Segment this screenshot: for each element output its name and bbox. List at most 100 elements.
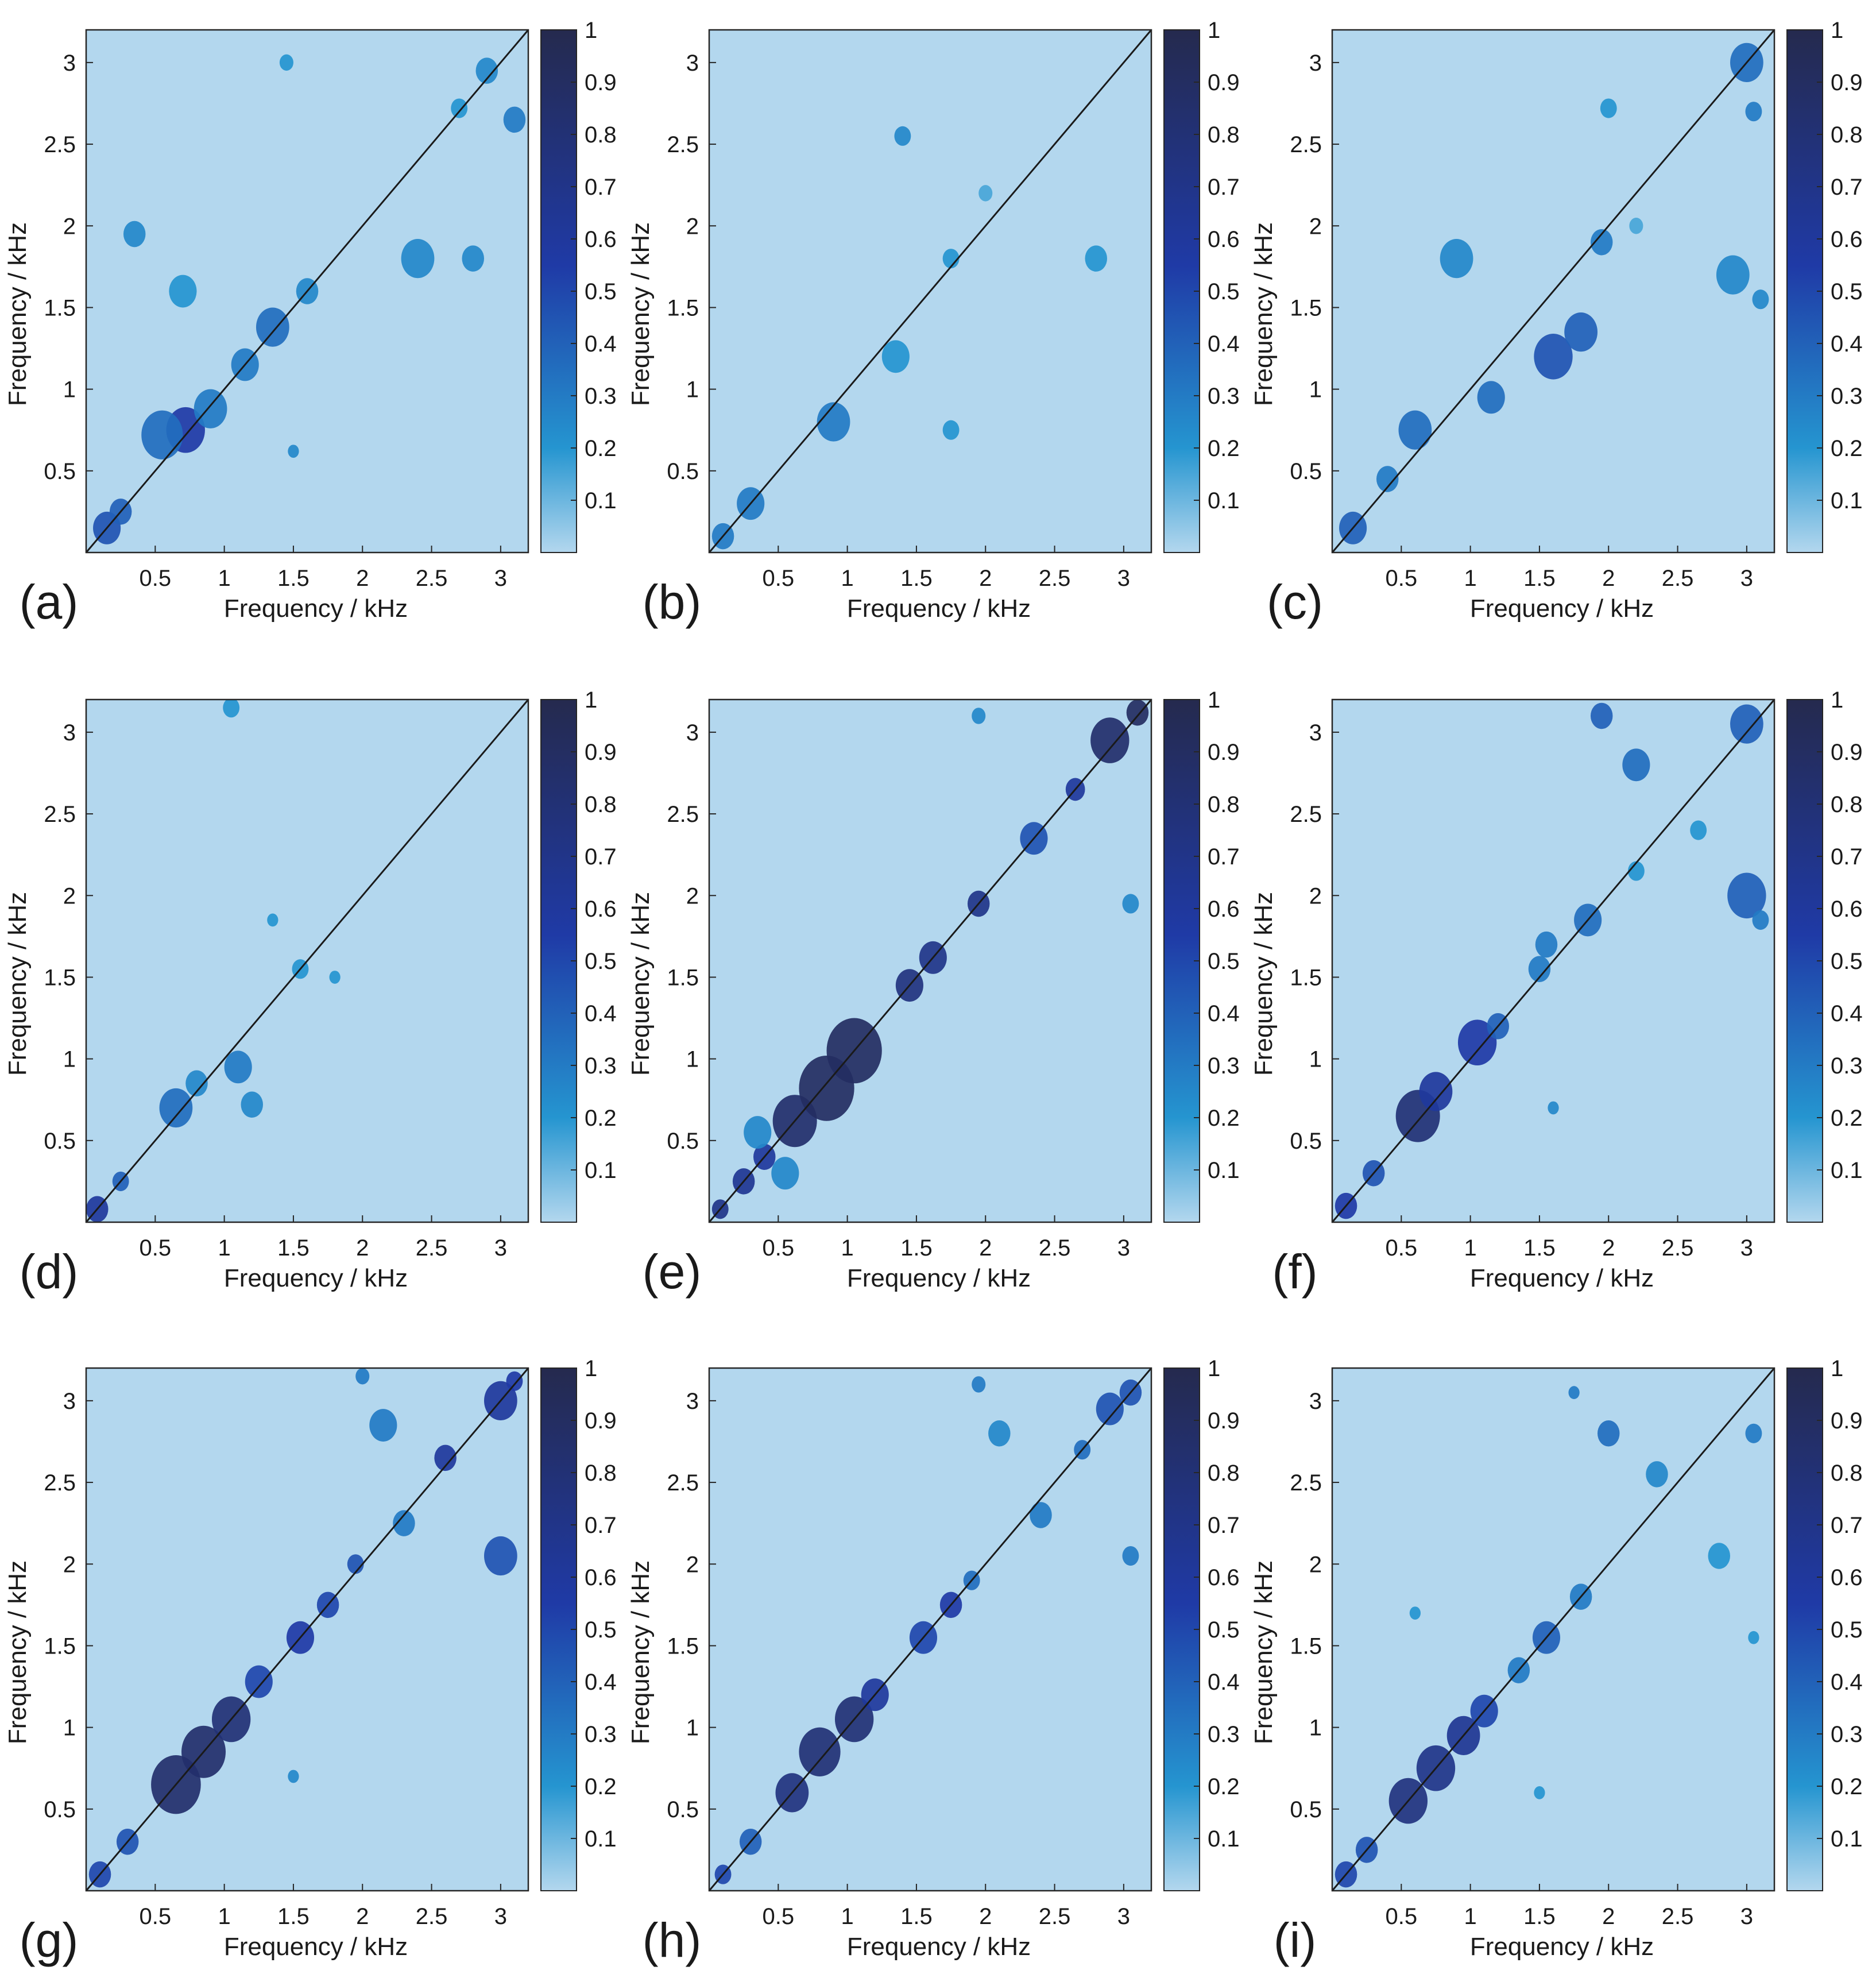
x-tick-label: 1	[841, 1235, 854, 1261]
coherence-blob	[799, 1727, 841, 1776]
colorbar-tick-label: 0.5	[1831, 949, 1863, 974]
colorbar-tick-label: 0.3	[1208, 384, 1240, 409]
y-axis-label: Frequency / kHz	[3, 222, 32, 406]
y-tick-label: 3	[686, 1389, 699, 1414]
y-tick-label: 3	[63, 720, 76, 745]
x-axis-label: Frequency / kHz	[224, 1933, 408, 1961]
coherence-blob	[256, 307, 289, 347]
y-tick-label: 1	[63, 1047, 76, 1072]
x-tick-label: 3	[494, 566, 507, 591]
heatmap-panel: 0.5 0.5 1 1 1.5 1.5 2 2 2.5 2.5 3 3 Frequency / kHz F…	[1250, 18, 1863, 629]
colorbar-tick-label: 0.9	[585, 70, 617, 95]
coherence-blob	[245, 1665, 273, 1698]
coherence-blob	[1457, 1019, 1497, 1065]
y-axis-label: Frequency / kHz	[626, 892, 655, 1076]
colorbar-tick-label: 0.4	[585, 331, 617, 357]
coherence-blob	[288, 1770, 299, 1783]
colorbar-tick-label: 0.3	[1831, 1053, 1863, 1079]
y-axis-label: Frequency / kHz	[626, 222, 655, 406]
diagonal-line	[1331, 699, 1776, 1223]
x-tick-label: 1	[218, 566, 231, 591]
diagonal-line	[708, 1367, 1152, 1891]
y-tick-label: 2.5	[667, 132, 699, 157]
colorbar-tick-label: 0.3	[585, 1053, 617, 1079]
coherence-blob	[978, 185, 993, 202]
colorbar-tick-label: 0.5	[1831, 279, 1863, 304]
colorbar-tick-label: 0.3	[1208, 1053, 1240, 1079]
x-tick-label: 1.5	[277, 1235, 310, 1261]
coherence-blob	[241, 1091, 263, 1118]
x-tick-label: 3	[1117, 1904, 1130, 1929]
y-tick-label: 1.5	[1290, 965, 1322, 990]
coherence-blob	[1590, 702, 1613, 729]
colorbar-tick-label: 1	[585, 687, 597, 713]
coherence-blob	[159, 1088, 193, 1128]
coherence-blob	[1409, 1606, 1421, 1620]
colorbar-tick-label: 0.2	[1208, 436, 1240, 461]
x-tick-label: 2.5	[1662, 566, 1694, 591]
heatmap-panel-grid: 0.5 0.5 1 1 1.5 1.5 2 2 2.5 2.5 3 3 Frequency / kHz F…	[3, 18, 1863, 1967]
y-tick-label: 1	[686, 1047, 699, 1072]
colorbar-tick-label: 0.2	[1831, 1106, 1863, 1131]
y-tick-label: 2	[1309, 214, 1322, 239]
diagonal-line	[85, 29, 529, 553]
y-tick-label: 0.5	[44, 1797, 76, 1822]
coherence-blob	[988, 1420, 1011, 1447]
x-tick-label: 0.5	[763, 1904, 795, 1929]
x-tick-label: 2	[1602, 1235, 1615, 1261]
colorbar	[1786, 699, 1823, 1223]
y-tick-label: 2.5	[44, 132, 76, 157]
x-tick-label: 2	[979, 1235, 992, 1261]
coherence-blob	[972, 708, 986, 724]
coherence-blob	[894, 126, 911, 146]
colorbar-tick-label: 0.7	[585, 175, 617, 200]
colorbar-tick-label: 0.4	[1208, 331, 1240, 357]
coherence-blob	[185, 1070, 208, 1097]
heatmap-panel: 0.5 0.5 1 1 1.5 1.5 2 2 2.5 2.5 3 3 Frequency / kHz F…	[1250, 1356, 1863, 1967]
x-tick-label: 3	[1740, 566, 1753, 591]
heatmap-panel: 0.5 0.5 1 1 1.5 1.5 2 2 2.5 2.5 3 3 Frequency / kHz F…	[626, 687, 1240, 1299]
x-tick-label: 2	[356, 566, 369, 591]
x-axis-label: Frequency / kHz	[1470, 1264, 1654, 1292]
coherence-blob	[1122, 1546, 1139, 1566]
y-tick-label: 2.5	[667, 802, 699, 827]
coherence-blob	[1752, 289, 1769, 310]
x-tick-label: 0.5	[140, 566, 172, 591]
colorbar-tick-label: 1	[1831, 687, 1843, 713]
coherence-blob	[1622, 748, 1650, 782]
diagonal-line	[708, 699, 1152, 1223]
x-axis-label: Frequency / kHz	[224, 594, 408, 623]
x-tick-label: 1.5	[900, 1235, 933, 1261]
x-tick-label: 0.5	[763, 1235, 795, 1261]
colorbar-tick-label: 0.9	[1208, 1408, 1240, 1434]
colorbar-tick-label: 0.9	[1208, 70, 1240, 95]
colorbar-tick-label: 0.6	[1831, 897, 1863, 922]
colorbar-tick-label: 0.7	[585, 1513, 617, 1538]
y-axis-label: Frequency / kHz	[3, 892, 32, 1076]
colorbar-tick-label: 0.7	[1831, 844, 1863, 870]
colorbar-tick-label: 0.1	[585, 1826, 617, 1852]
x-tick-label: 1	[841, 1904, 854, 1929]
colorbar-tick-label: 0.9	[585, 740, 617, 765]
coherence-blob	[1528, 956, 1551, 982]
y-tick-label: 3	[1309, 1389, 1322, 1414]
coherence-blob	[1597, 1420, 1620, 1447]
x-tick-label: 1.5	[1523, 566, 1556, 591]
x-tick-label: 2.5	[1662, 1235, 1694, 1261]
colorbar-tick-label: 0.3	[1831, 384, 1863, 409]
colorbar-tick-label: 0.1	[1208, 1158, 1240, 1183]
x-tick-label: 2	[356, 1235, 369, 1261]
y-tick-label: 0.5	[1290, 1129, 1322, 1154]
colorbar-tick-label: 0.9	[585, 1408, 617, 1434]
x-tick-label: 1	[1464, 566, 1477, 591]
colorbar-tick-label: 0.2	[585, 1774, 617, 1799]
coherence-blob	[1477, 381, 1505, 414]
y-tick-label: 1.5	[667, 1633, 699, 1659]
diagonal-line	[708, 29, 1152, 553]
colorbar-tick-label: 0.5	[1208, 1617, 1240, 1643]
coherence-blob	[1398, 410, 1432, 450]
y-tick-label: 3	[63, 51, 76, 76]
colorbar-tick-label: 0.8	[585, 792, 617, 817]
x-tick-label: 2.5	[1039, 1235, 1071, 1261]
